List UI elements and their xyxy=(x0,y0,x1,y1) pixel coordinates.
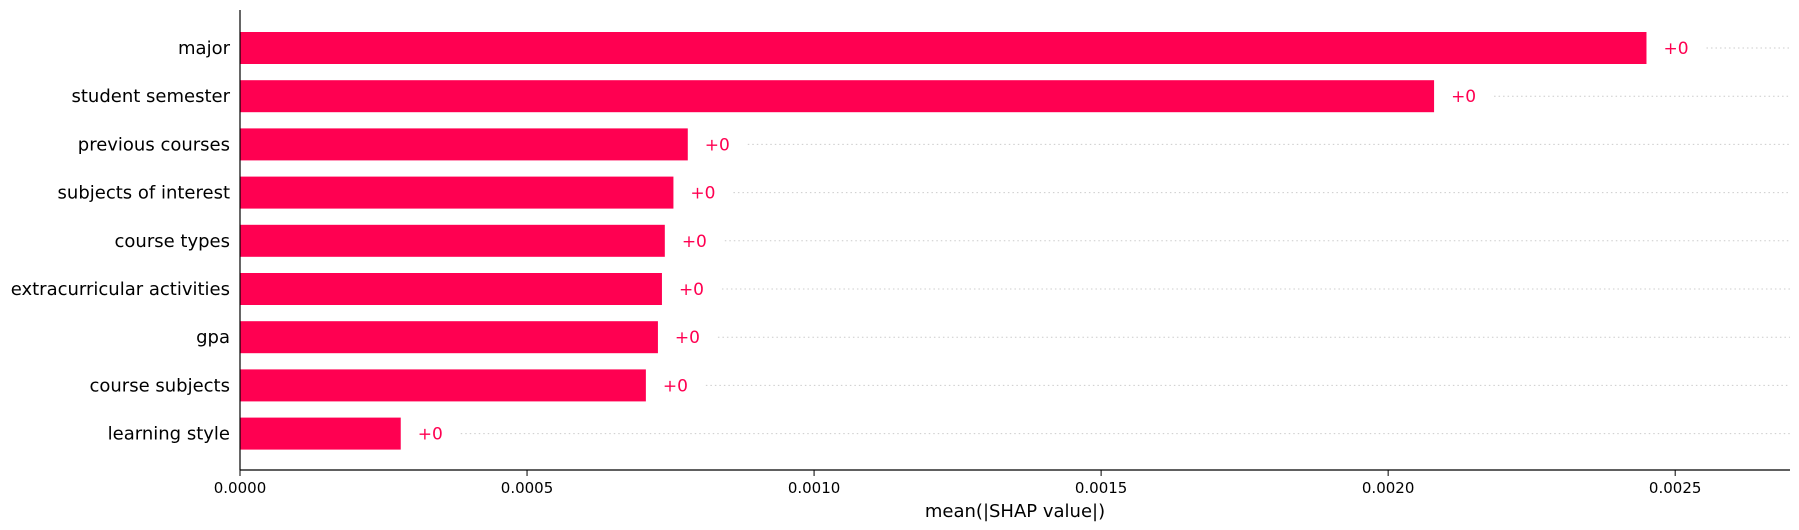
data-labels: +0 +0 +0 +0 +0 +0 +0 +0 +0 xyxy=(418,39,1689,445)
axes xyxy=(239,10,1790,471)
category-label-4: course types xyxy=(115,231,230,252)
category-label-1: student semester xyxy=(71,86,230,107)
x-tick-label-2: 0.0010 xyxy=(788,479,841,497)
x-tick-label-3: 0.0015 xyxy=(1075,479,1128,497)
bar-2 xyxy=(240,128,688,161)
category-label-2: previous courses xyxy=(78,134,230,155)
bar-8 xyxy=(240,417,401,450)
data-label-8: +0 xyxy=(418,425,443,445)
data-label-1: +0 xyxy=(1451,87,1476,107)
data-label-6: +0 xyxy=(675,328,700,348)
bar-4 xyxy=(240,224,665,257)
data-label-0: +0 xyxy=(1663,39,1688,59)
bars-group xyxy=(240,32,1647,450)
category-label-3: subjects of interest xyxy=(58,183,230,204)
category-label-5: extracurricular activities xyxy=(11,279,230,300)
x-axis-title: mean(|SHAP value|) xyxy=(925,501,1105,522)
bar-5 xyxy=(240,273,662,305)
guide-lines xyxy=(460,47,1790,435)
category-label-8: learning style xyxy=(108,424,230,445)
data-label-7: +0 xyxy=(663,376,688,396)
category-label-6: gpa xyxy=(196,327,230,348)
x-tick-label-0: 0.0000 xyxy=(214,479,267,497)
bar-6 xyxy=(240,321,658,354)
category-label-7: course subjects xyxy=(89,375,230,396)
x-tick-label-4: 0.0020 xyxy=(1362,479,1415,497)
data-label-3: +0 xyxy=(690,184,715,204)
data-label-5: +0 xyxy=(679,280,704,300)
bar-7 xyxy=(240,369,646,402)
bar-0 xyxy=(240,32,1647,64)
bar-3 xyxy=(240,176,674,209)
data-label-2: +0 xyxy=(705,135,730,155)
x-tick-label-5: 0.0025 xyxy=(1649,479,1702,497)
category-label-0: major xyxy=(178,38,231,59)
category-labels: major student semester previous courses sub… xyxy=(11,38,231,445)
data-label-4: +0 xyxy=(682,232,707,252)
x-tick-label-1: 0.0005 xyxy=(501,479,554,497)
x-ticks: 0.0000 0.0005 0.0010 0.0015 0.0020 0.0025 xyxy=(214,470,1702,497)
bar-1 xyxy=(240,80,1435,113)
